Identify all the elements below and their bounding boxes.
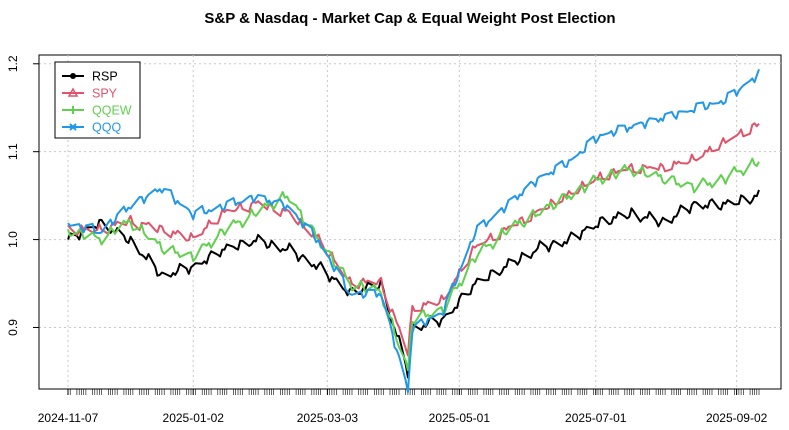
- x-axis: 2024-11-07 2025-01-02 2025-03-03 2025-05-01…: [38, 389, 768, 425]
- x-tick-label: 2025-03-03: [297, 411, 359, 425]
- legend-marker-spy: [67, 87, 79, 97]
- x-tick-label: 2025-05-01: [429, 411, 491, 425]
- series-line-spy: [67, 122, 760, 357]
- legend-label-qqew: QQEW: [92, 104, 132, 118]
- x-tick-label: 2025-09-02: [706, 411, 768, 425]
- y-tick-label: 1.0: [6, 231, 20, 248]
- x-minor-ticks: [67, 389, 760, 395]
- y-tick-label: 1.2: [6, 55, 20, 72]
- legend-box: [54, 61, 141, 139]
- y-tick-label: 1.1: [6, 143, 20, 160]
- y-tick-label: 0.9: [6, 319, 20, 336]
- series-layer: [67, 68, 760, 394]
- x-tick-label: 2024-11-07: [38, 411, 99, 425]
- chart-title: S&P & Nasdaq - Market Cap & Equal Weight…: [204, 10, 615, 27]
- legend-marker-rsp: [70, 73, 76, 79]
- series-line-qqew: [67, 157, 760, 372]
- x-tick-label: 2025-07-01: [565, 411, 627, 425]
- grid-layer: [39, 55, 781, 389]
- x-tick-label: 2025-01-02: [163, 411, 225, 425]
- y-axis: 0.9 1.0 1.1 1.2: [6, 55, 40, 389]
- series-line-qqq: [67, 68, 760, 394]
- legend: RSP SPY QQEW QQQ: [54, 61, 141, 139]
- legend-label-qqq: QQQ: [92, 121, 121, 135]
- legend-label-spy: SPY: [92, 87, 118, 101]
- legend-label-rsp: RSP: [92, 70, 118, 84]
- legend-marker-qqew: [69, 106, 77, 114]
- series-line-rsp: [67, 189, 760, 379]
- legend-marker-qqq: [69, 123, 77, 131]
